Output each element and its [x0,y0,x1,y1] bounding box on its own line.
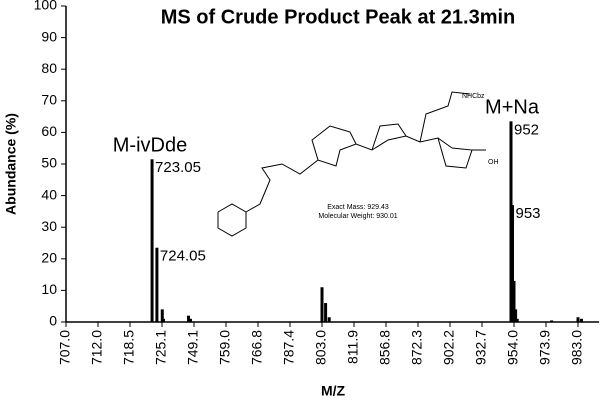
chem-label: OH [488,159,499,166]
x-tick-label: 712.0 [89,330,105,365]
chem-label: NHCbz [462,93,485,100]
y-tick-label: 100 [34,0,58,13]
x-tick-label: 811.9 [345,330,361,364]
annotation: M-ivDde [113,134,187,156]
y-tick-label: 0 [49,313,57,329]
peak [512,280,516,322]
ring [311,125,357,161]
y-tick-label: 80 [41,60,57,76]
peak-label: 952 [514,121,539,138]
peak [187,315,191,322]
x-tick-label: 787.4 [281,330,297,365]
peak [324,303,328,322]
ring [371,123,407,151]
chemical-structure: NHCbz OH Exact Mass: 929.43 Molecular We… [217,91,499,237]
x-tick-label: 983.0 [569,330,585,365]
peak [580,318,584,322]
peak [509,121,513,322]
peak [320,287,324,322]
chain [419,91,471,143]
x-tick-label: 856.8 [377,330,393,365]
y-tick-label: 70 [41,92,57,108]
peak [576,317,580,322]
x-tick-label: 872.3 [409,330,425,365]
y-tick-label: 50 [41,155,57,171]
peak [160,309,164,322]
x-tick-label: 932.7 [473,330,489,365]
ring [437,137,473,169]
y-axis-label: Abundance (%) [3,113,19,215]
x-tick-label: 902.2 [441,330,457,365]
x-tick-label: 803.0 [313,330,329,365]
peak [550,320,554,322]
molecular-weight: Molecular Weight: 930.01 [318,213,397,220]
y-tick-label: 60 [41,123,57,139]
chart-title: MS of Crude Product Peak at 21.3min [161,6,516,28]
peak [150,159,154,322]
peak-label: 953 [515,205,540,222]
x-tick-label: 766.8 [249,330,265,365]
peak [155,247,159,322]
peak [514,309,518,322]
peak [510,205,514,322]
x-tick-label: 973.9 [537,330,553,365]
x-tick-label: 718.5 [121,330,137,365]
peak [161,318,165,322]
x-tick-label: 725.1 [153,330,169,365]
ring [217,203,247,237]
peak-label: 724.05 [160,248,206,265]
y-tick-label: 90 [41,28,57,44]
y-tick-label: 20 [41,250,57,266]
peak [189,318,193,322]
y-tick-label: 40 [41,186,57,202]
x-tick-label: 707.0 [57,330,73,365]
annotation: M+Na [485,96,540,118]
peak [515,318,519,322]
chain [245,135,453,213]
peak [327,317,331,322]
exact-mass: Exact Mass: 929.43 [327,204,389,211]
x-tick-label: 749.1 [185,330,201,365]
x-axis-label: M/Z [321,383,346,399]
x-tick-label: 759.0 [217,330,233,365]
y-tick-label: 30 [41,218,57,234]
peak-label: 723.05 [155,159,201,176]
y-tick-label: 10 [41,281,57,297]
x-tick-label: 954.0 [505,330,521,365]
